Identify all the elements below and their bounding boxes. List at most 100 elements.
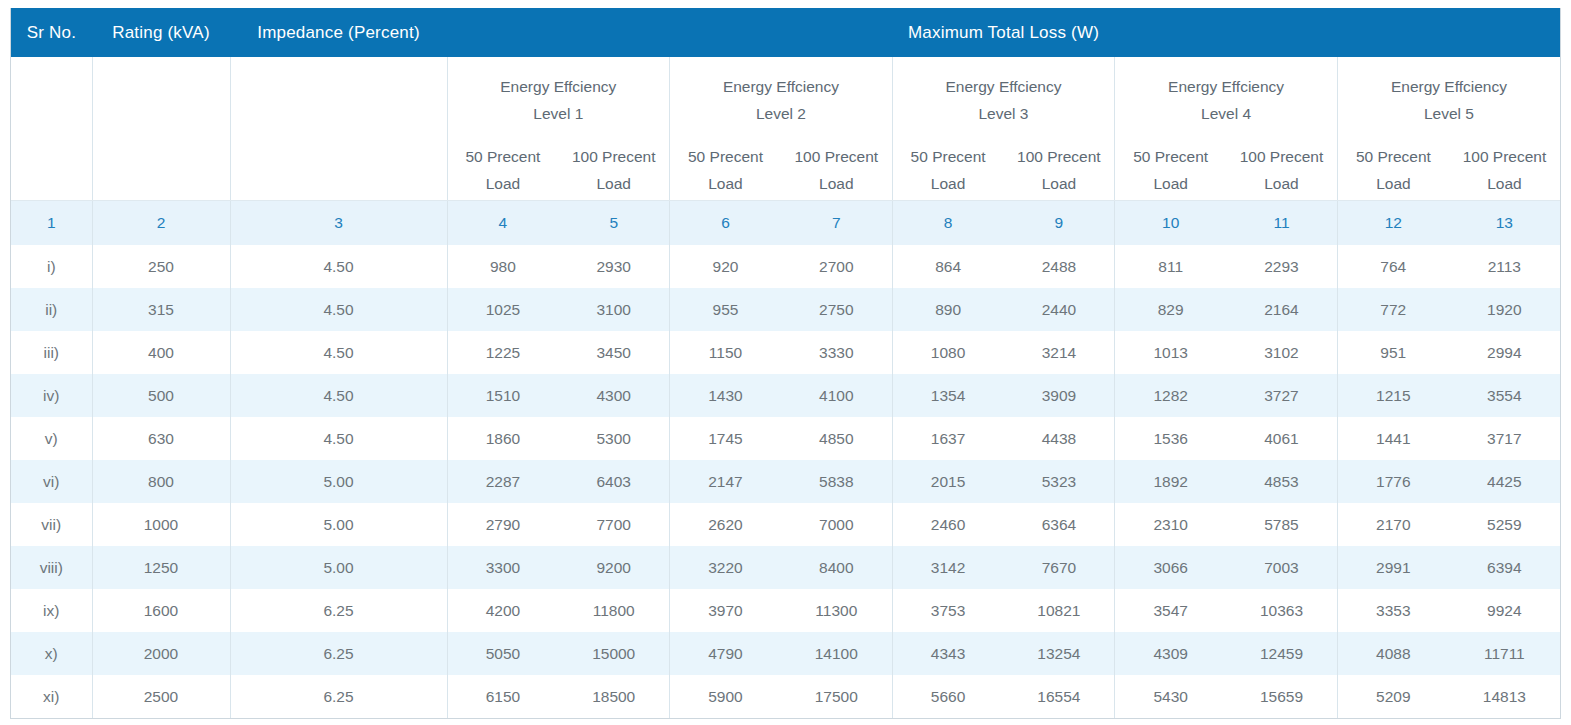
level-title: Energy EffciencyLevel 3 — [893, 73, 1115, 127]
cell-rating: 315 — [92, 288, 230, 331]
cell-impedance: 4.50 — [230, 245, 447, 288]
cell-rating: 1600 — [92, 589, 230, 632]
cell-loss-value: 2287 — [447, 460, 558, 503]
sub-header-row: Energy EffciencyLevel 150 Precent Load10… — [11, 57, 1560, 200]
table-row: v)6304.501860530017454850163744381536406… — [11, 417, 1560, 460]
column-number: 6 — [670, 200, 781, 245]
table-row: iv)5004.50151043001430410013543909128237… — [11, 374, 1560, 417]
cell-loss-value: 8400 — [781, 546, 892, 589]
cell-loss-value: 2790 — [447, 503, 558, 546]
cell-loss-value: 2170 — [1337, 503, 1448, 546]
cell-loss-value: 1225 — [447, 331, 558, 374]
load-100-percent-label: 100 Precent Load — [1003, 143, 1114, 197]
cell-loss-value: 3142 — [892, 546, 1003, 589]
cell-loss-value: 4438 — [1003, 417, 1114, 460]
load-labels: 50 Precent Load100 Precent Load — [1338, 143, 1560, 197]
cell-loss-value: 17500 — [781, 675, 892, 718]
cell-loss-value: 7000 — [781, 503, 892, 546]
cell-loss-value: 2488 — [1003, 245, 1114, 288]
cell-loss-value: 13254 — [1003, 632, 1114, 675]
cell-loss-value: 14100 — [781, 632, 892, 675]
cell-impedance: 4.50 — [230, 331, 447, 374]
cell-rating: 400 — [92, 331, 230, 374]
cell-loss-value: 980 — [447, 245, 558, 288]
cell-loss-value: 2440 — [1003, 288, 1114, 331]
col-header-max-total-loss: Maximum Total Loss (W) — [447, 8, 1560, 57]
page: Sr No. Rating (kVA) Impedance (Percent) … — [0, 0, 1571, 725]
cell-loss-value: 3450 — [558, 331, 669, 374]
cell-loss-value: 2930 — [558, 245, 669, 288]
level-title-line2: Level 1 — [448, 100, 670, 127]
cell-loss-value: 1282 — [1115, 374, 1226, 417]
cell-loss-value: 2750 — [781, 288, 892, 331]
column-number: 5 — [558, 200, 669, 245]
cell-loss-value: 2310 — [1115, 503, 1226, 546]
cell-loss-value: 920 — [670, 245, 781, 288]
cell-loss-value: 2620 — [670, 503, 781, 546]
cell-loss-value: 1441 — [1337, 417, 1448, 460]
cell-loss-value: 1776 — [1337, 460, 1448, 503]
cell-sr-no: ii) — [11, 288, 92, 331]
level-title-line2: Level 5 — [1338, 100, 1560, 127]
level-2-group-header: Energy EffciencyLevel 250 Precent Load10… — [670, 57, 893, 200]
cell-loss-value: 5300 — [558, 417, 669, 460]
cell-loss-value: 864 — [892, 245, 1003, 288]
cell-loss-value: 3547 — [1115, 589, 1226, 632]
table-row: iii)4004.5012253450115033301080321410133… — [11, 331, 1560, 374]
cell-sr-no: vii) — [11, 503, 92, 546]
level-title-line1: Energy Effciency — [670, 73, 892, 100]
cell-loss-value: 2700 — [781, 245, 892, 288]
column-number: 10 — [1115, 200, 1226, 245]
col-header-sr-no: Sr No. — [11, 8, 92, 57]
cell-loss-value: 11711 — [1449, 632, 1560, 675]
cell-loss-value: 4088 — [1337, 632, 1448, 675]
cell-loss-value: 2994 — [1449, 331, 1560, 374]
cell-loss-value: 7670 — [1003, 546, 1114, 589]
level-4-group-header: Energy EffciencyLevel 450 Precent Load10… — [1115, 57, 1338, 200]
cell-loss-value: 3353 — [1337, 589, 1448, 632]
cell-loss-value: 1354 — [892, 374, 1003, 417]
cell-loss-value: 3717 — [1449, 417, 1560, 460]
cell-loss-value: 2293 — [1226, 245, 1337, 288]
cell-loss-value: 5430 — [1115, 675, 1226, 718]
cell-loss-value: 4300 — [558, 374, 669, 417]
table-row: vii)10005.002790770026207000246063642310… — [11, 503, 1560, 546]
cell-loss-value: 890 — [892, 288, 1003, 331]
level-title-line1: Energy Effciency — [1338, 73, 1560, 100]
load-labels: 50 Precent Load100 Precent Load — [448, 143, 670, 197]
cell-rating: 1000 — [92, 503, 230, 546]
level-title-line1: Energy Effciency — [893, 73, 1115, 100]
cell-loss-value: 2147 — [670, 460, 781, 503]
cell-loss-value: 829 — [1115, 288, 1226, 331]
level-title-line2: Level 2 — [670, 100, 892, 127]
cell-loss-value: 4061 — [1226, 417, 1337, 460]
cell-rating: 800 — [92, 460, 230, 503]
load-50-percent-label: 50 Precent Load — [448, 143, 559, 197]
cell-loss-value: 3102 — [1226, 331, 1337, 374]
cell-loss-value: 1860 — [447, 417, 558, 460]
cell-loss-value: 5660 — [892, 675, 1003, 718]
cell-impedance: 5.00 — [230, 546, 447, 589]
load-50-percent-label: 50 Precent Load — [1338, 143, 1449, 197]
cell-loss-value: 3330 — [781, 331, 892, 374]
cell-loss-value: 4790 — [670, 632, 781, 675]
table-row: viii)12505.00330092003220840031427670306… — [11, 546, 1560, 589]
table-frame: Sr No. Rating (kVA) Impedance (Percent) … — [10, 8, 1561, 719]
cell-sr-no: iv) — [11, 374, 92, 417]
cell-loss-value: 5209 — [1337, 675, 1448, 718]
table-row: xi)25006.2561501850059001750056601655454… — [11, 675, 1560, 718]
cell-loss-value: 3214 — [1003, 331, 1114, 374]
table-row: vi)8005.00228764032147583820155323189248… — [11, 460, 1560, 503]
column-number: 11 — [1226, 200, 1337, 245]
col-header-rating: Rating (kVA) — [92, 8, 230, 57]
cell-loss-value: 4853 — [1226, 460, 1337, 503]
cell-loss-value: 5259 — [1449, 503, 1560, 546]
cell-loss-value: 6150 — [447, 675, 558, 718]
cell-loss-value: 6394 — [1449, 546, 1560, 589]
cell-loss-value: 1892 — [1115, 460, 1226, 503]
cell-loss-value: 1637 — [892, 417, 1003, 460]
cell-loss-value: 7003 — [1226, 546, 1337, 589]
cell-loss-value: 5050 — [447, 632, 558, 675]
cell-loss-value: 3909 — [1003, 374, 1114, 417]
cell-rating: 2500 — [92, 675, 230, 718]
